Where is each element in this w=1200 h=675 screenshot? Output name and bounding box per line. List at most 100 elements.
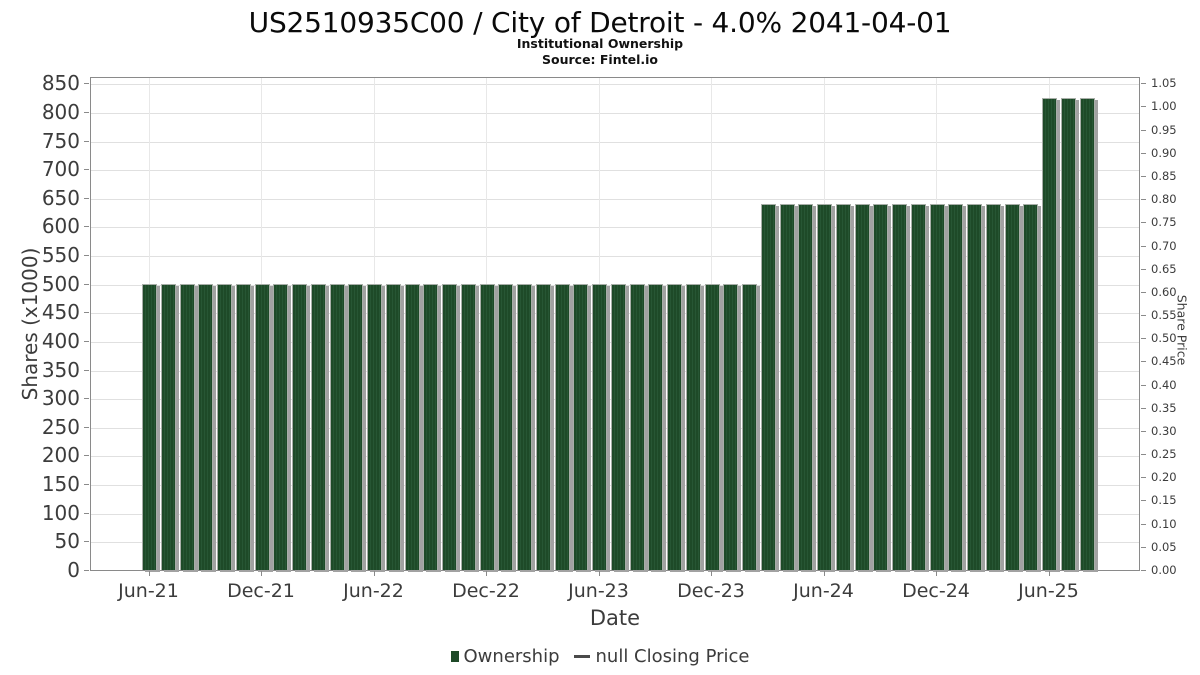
ownership-bar[interactable] — [817, 204, 832, 570]
ownership-bar[interactable] — [798, 204, 814, 570]
ownership-bar[interactable] — [929, 204, 945, 570]
right-axis-tick — [1141, 477, 1146, 479]
ownership-bar[interactable] — [704, 284, 720, 570]
left-axis-tick — [84, 512, 89, 514]
left-axis-tick — [84, 455, 89, 457]
right-axis-tick-label: 0.90 — [1151, 145, 1177, 160]
ownership-bar[interactable] — [1042, 98, 1057, 570]
ownership-bar[interactable] — [329, 284, 345, 570]
x-axis-tick-label: Dec-21 — [227, 580, 295, 602]
horizontal-gridline — [91, 198, 1139, 200]
ownership-bar[interactable] — [1060, 98, 1076, 570]
ownership-bar[interactable] — [873, 204, 889, 570]
ownership-bar[interactable] — [1079, 98, 1095, 570]
x-axis-tick-label: Dec-23 — [677, 580, 745, 602]
horizontal-gridline — [91, 256, 1139, 258]
ownership-bar[interactable] — [254, 284, 270, 570]
ownership-bar[interactable] — [160, 284, 176, 570]
left-axis-tick-label: 250 — [41, 414, 80, 439]
ownership-bar[interactable] — [217, 284, 232, 570]
ownership-bar[interactable] — [667, 284, 682, 570]
right-axis-tick-label: 0.85 — [1151, 169, 1177, 183]
left-axis-tick — [84, 340, 89, 342]
right-axis-tick — [1141, 407, 1146, 409]
price-legend-label[interactable]: null Closing Price — [595, 646, 750, 667]
x-axis-tick — [486, 571, 487, 576]
x-axis-tick — [261, 571, 262, 576]
right-axis-tick — [1141, 222, 1146, 224]
right-axis-tick — [1141, 315, 1146, 317]
left-axis-tick — [84, 197, 89, 199]
ownership-bar[interactable] — [179, 284, 195, 570]
ownership-bar[interactable] — [498, 284, 514, 570]
ownership-bar[interactable] — [273, 284, 289, 570]
ownership-bar[interactable] — [1004, 204, 1020, 570]
ownership-bar[interactable] — [385, 284, 401, 570]
ownership-bar[interactable] — [404, 284, 420, 570]
ownership-bar[interactable] — [610, 284, 626, 570]
ownership-bar[interactable] — [779, 204, 795, 570]
left-axis-tick — [84, 226, 89, 228]
ownership-bar[interactable] — [292, 284, 307, 570]
ownership-bar[interactable] — [423, 284, 439, 570]
ownership-bar[interactable] — [517, 284, 532, 570]
left-axis-tick-label: 600 — [41, 214, 80, 239]
ownership-bar[interactable] — [310, 284, 326, 570]
right-axis-tick — [1141, 176, 1146, 177]
left-axis-tick-label: 850 — [41, 71, 80, 96]
right-axis-tick-label: 0.95 — [1151, 122, 1177, 137]
ownership-bar[interactable] — [948, 204, 964, 570]
ownership-bar[interactable] — [142, 284, 157, 570]
left-axis-tick — [84, 255, 89, 257]
right-axis-tick — [1141, 245, 1146, 247]
right-axis-tick-label: 0.80 — [1151, 192, 1177, 207]
ownership-bar[interactable] — [629, 284, 645, 570]
ownership-bar[interactable] — [892, 204, 907, 570]
chart-subtitle: Institutional Ownership — [516, 36, 684, 51]
ownership-bar[interactable] — [367, 284, 382, 570]
ownership-bar[interactable] — [592, 284, 607, 570]
ownership-bar[interactable] — [442, 284, 457, 570]
ownership-bar[interactable] — [685, 284, 701, 570]
right-axis-tick — [1141, 268, 1146, 270]
ownership-bar[interactable] — [198, 284, 214, 570]
ownership-legend-label[interactable]: Ownership — [463, 646, 560, 667]
right-axis-tick — [1141, 152, 1146, 154]
x-axis-title: Date — [589, 606, 641, 630]
ownership-bar[interactable] — [985, 204, 1001, 570]
left-axis-tick-label: 550 — [41, 243, 80, 268]
right-axis-tick-label: 0.25 — [1151, 447, 1177, 462]
left-axis-tick-label: 350 — [41, 357, 80, 382]
left-axis-tick-label: 0 — [67, 558, 80, 582]
right-axis-tick-label: 0.00 — [1151, 563, 1177, 577]
ownership-bar[interactable] — [910, 204, 926, 570]
x-axis-tick-label: Jun-23 — [568, 580, 629, 602]
x-axis-tick — [711, 571, 712, 576]
ownership-bar[interactable] — [235, 284, 251, 570]
ownership-bar[interactable] — [479, 284, 495, 570]
left-axis-tick — [84, 283, 89, 285]
ownership-bar[interactable] — [742, 284, 757, 570]
ownership-bar[interactable] — [348, 284, 364, 570]
ownership-bar[interactable] — [573, 284, 589, 570]
ownership-bar[interactable] — [554, 284, 570, 570]
ownership-bar[interactable] — [460, 284, 476, 570]
ownership-bar[interactable] — [835, 204, 851, 570]
left-axis-tick-label: 300 — [41, 386, 80, 411]
x-axis-tick — [1048, 571, 1050, 576]
ownership-bar[interactable] — [1023, 204, 1039, 570]
left-axis-tick-label: 100 — [41, 500, 80, 525]
horizontal-gridline — [91, 84, 1139, 86]
ownership-bar[interactable] — [760, 204, 776, 570]
right-axis-tick-label: 0.50 — [1151, 331, 1177, 346]
right-axis-tick — [1141, 384, 1146, 386]
ownership-bar[interactable] — [535, 284, 551, 570]
ownership-bar[interactable] — [648, 284, 664, 570]
right-axis-tick — [1141, 291, 1146, 293]
ownership-bar[interactable] — [723, 284, 739, 570]
ownership-bar[interactable] — [854, 204, 870, 570]
right-axis-tick — [1141, 106, 1146, 108]
ownership-bar[interactable] — [967, 204, 982, 570]
chart-source: Source: Fintel.io — [542, 52, 658, 67]
right-axis-tick-label: 0.30 — [1151, 423, 1177, 438]
